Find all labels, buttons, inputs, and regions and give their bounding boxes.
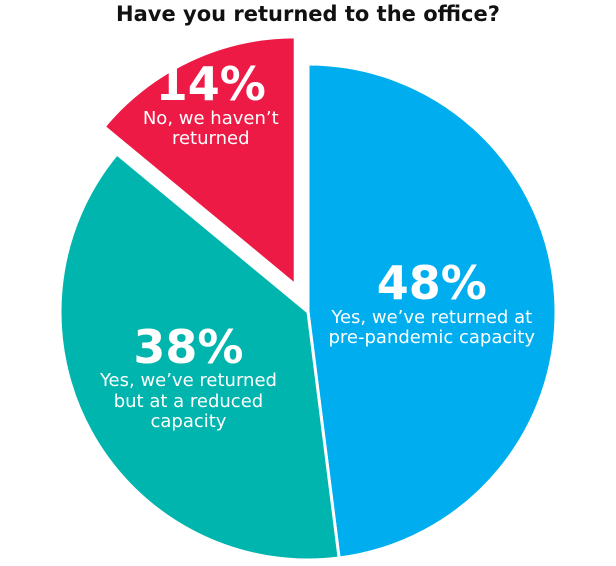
slice-label: 14% No, we haven’t returned [136,60,286,150]
chart-title: Have you returned to the office? [116,2,500,26]
value-label: 38% [133,319,244,374]
slice-label: 38% Yes, we’ve returned but at a reduced … [83,319,293,433]
category-label: Yes, we’ve returned at pre-pandemic capa… [328,306,535,349]
value-label: 48% [376,256,487,311]
value-label: 14% [155,57,266,112]
pie-slice [102,35,297,289]
pie-slice [58,151,341,562]
slice-label: 48% Yes, we’ve returned at pre-pandemic c… [327,259,537,349]
pie-slice [306,62,558,560]
category-label: Yes, we’ve returned but at a reduced cap… [99,369,277,433]
category-label: No, we haven’t returned [142,107,279,150]
